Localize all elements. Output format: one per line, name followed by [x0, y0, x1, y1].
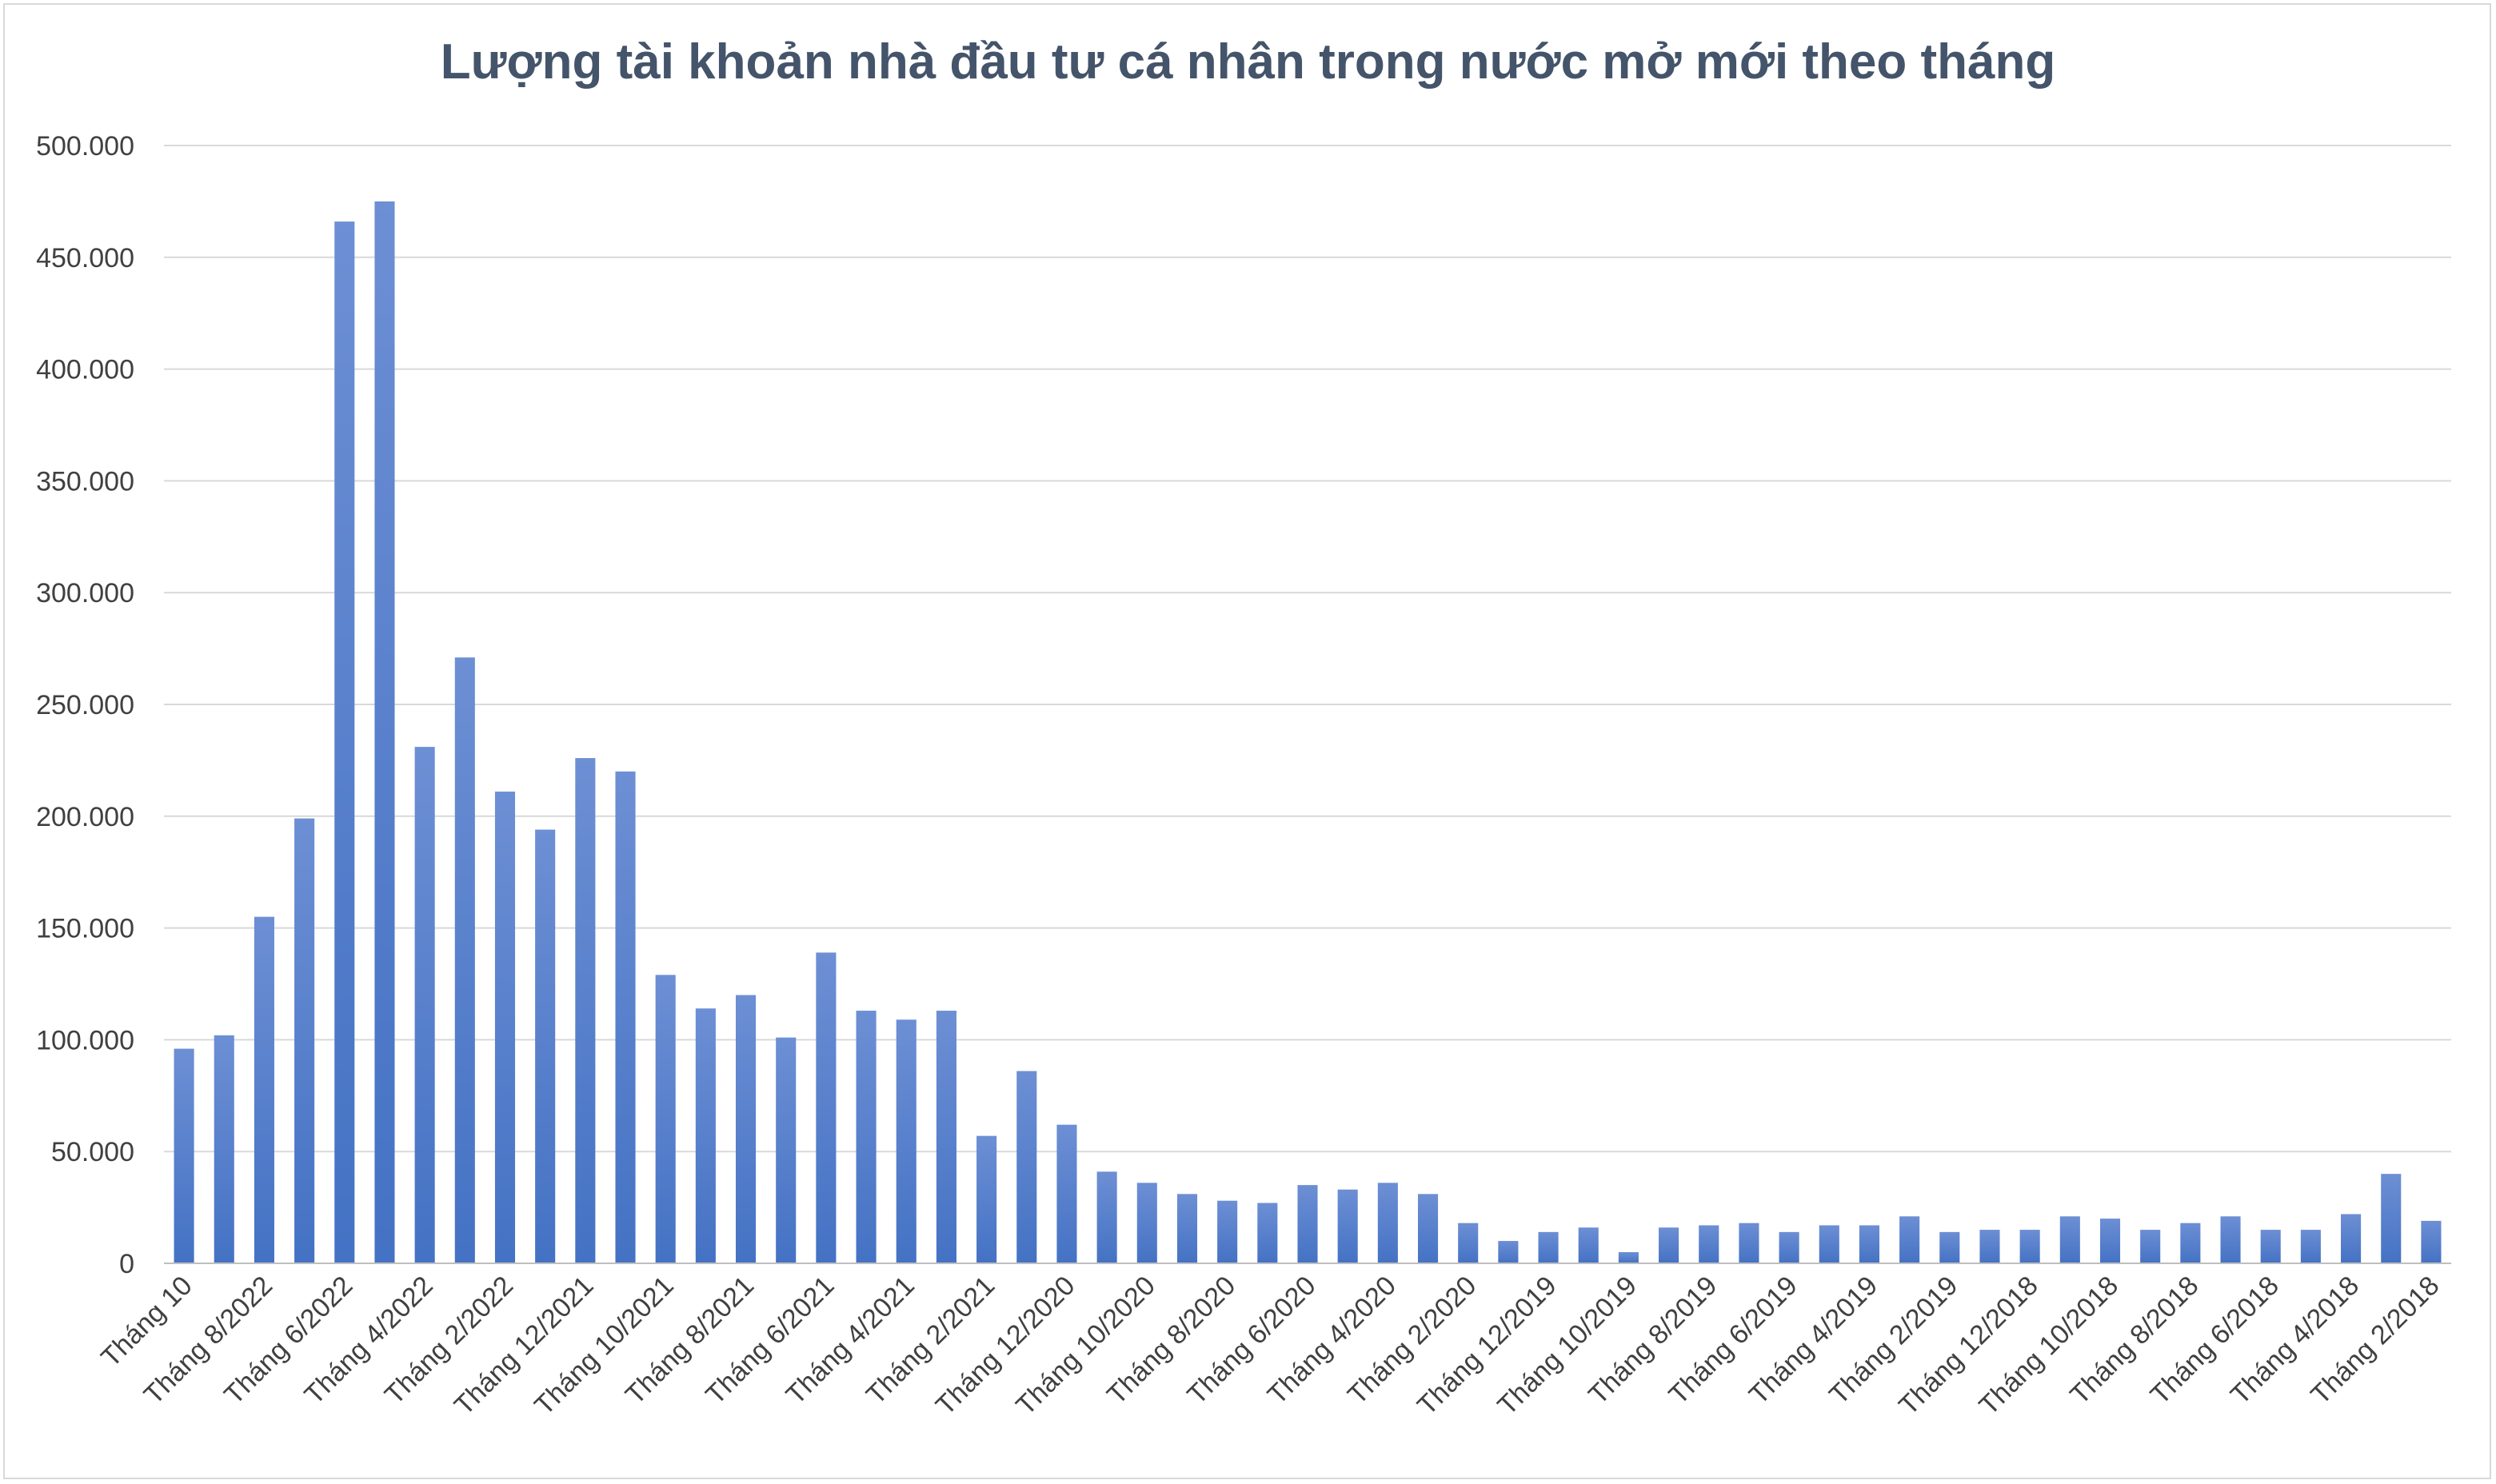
y-tick-label: 0: [119, 1249, 134, 1279]
bar: [2019, 1230, 2040, 1263]
y-axis-tick-labels: 0 50.000 100.000 150.000 200.000 250.000 300.0…: [36, 131, 134, 1279]
y-tick-label: 250.000: [36, 690, 134, 720]
x-tick-label: Tháng 10/2020: [1010, 1271, 1161, 1422]
bar: [2220, 1216, 2241, 1263]
x-tick-label: Tháng 10/2021: [529, 1271, 680, 1422]
bar: [2381, 1174, 2402, 1263]
bar: [736, 995, 757, 1263]
bar: [1979, 1230, 2000, 1263]
bars: [174, 201, 2442, 1264]
bar: [1819, 1225, 1839, 1263]
bar: [1458, 1223, 1479, 1263]
bar: [1659, 1227, 1679, 1263]
bar: [2180, 1223, 2201, 1263]
bar: [535, 829, 556, 1263]
x-tick-label: Tháng 12/2019: [1412, 1271, 1563, 1422]
bar: [1538, 1231, 1559, 1263]
x-tick-label: Tháng 10/2019: [1492, 1271, 1643, 1422]
bar: [1297, 1185, 1318, 1263]
y-tick-label: 100.000: [36, 1025, 134, 1055]
bar: [1498, 1241, 1519, 1263]
bar: [1257, 1203, 1278, 1263]
bar: [494, 792, 516, 1263]
bar: [1176, 1194, 1198, 1263]
bar: [976, 1135, 997, 1263]
bar: [414, 747, 435, 1263]
y-tick-label: 500.000: [36, 131, 134, 162]
x-tick-label: Tháng 12/2020: [930, 1271, 1081, 1422]
bar: [1016, 1071, 1037, 1263]
bar: [856, 1011, 877, 1263]
bar: [2341, 1214, 2362, 1263]
y-tick-label: 200.000: [36, 802, 134, 832]
bar: [2140, 1230, 2161, 1263]
y-tick-label: 350.000: [36, 466, 134, 497]
bar: [655, 975, 676, 1263]
bar: [2059, 1216, 2080, 1263]
bar: [254, 916, 274, 1263]
x-tick-label: Tháng 12/2018: [1893, 1271, 2044, 1422]
bar: [334, 221, 355, 1264]
y-tick-label: 300.000: [36, 578, 134, 608]
bar: [174, 1048, 194, 1263]
bar: [1618, 1252, 1639, 1263]
bar: [1217, 1200, 1238, 1263]
bar: [1899, 1216, 1920, 1263]
x-tick-label: Tháng 10/2018: [1974, 1271, 2125, 1422]
y-tick-label: 400.000: [36, 355, 134, 385]
y-tick-label: 450.000: [36, 243, 134, 273]
bar: [1337, 1189, 1358, 1263]
bar: [1779, 1231, 1799, 1263]
y-tick-label: 150.000: [36, 914, 134, 944]
bar: [1859, 1225, 1879, 1263]
x-tick-label: Tháng 12/2021: [449, 1271, 600, 1422]
bar: [1739, 1223, 1759, 1263]
bar: [1699, 1225, 1719, 1263]
bar: [1377, 1183, 1398, 1263]
bar: [896, 1019, 917, 1263]
chart-frame: [3, 3, 2491, 1479]
bar: [2421, 1220, 2442, 1263]
bar: [936, 1011, 956, 1263]
bar: [214, 1035, 234, 1263]
bar: [454, 657, 475, 1263]
bar: [2300, 1230, 2321, 1263]
bar: [575, 758, 596, 1263]
bar: [1939, 1231, 1960, 1263]
y-tick-label: 50.000: [51, 1137, 134, 1167]
bar: [294, 818, 315, 1263]
bar: [2260, 1230, 2281, 1263]
bar: [1578, 1227, 1599, 1263]
bar: [2099, 1219, 2121, 1263]
bar: [374, 201, 395, 1263]
chart-title: Lượng tài khoản nhà đầu tư cá nhân trong…: [440, 34, 2056, 90]
bar: [1056, 1124, 1077, 1263]
bar: [776, 1037, 797, 1263]
bar: [1417, 1194, 1439, 1263]
bar: [615, 771, 636, 1263]
bar: [1096, 1171, 1117, 1263]
bar: [1136, 1183, 1157, 1263]
bar: [816, 952, 837, 1263]
bar: [695, 1008, 716, 1263]
